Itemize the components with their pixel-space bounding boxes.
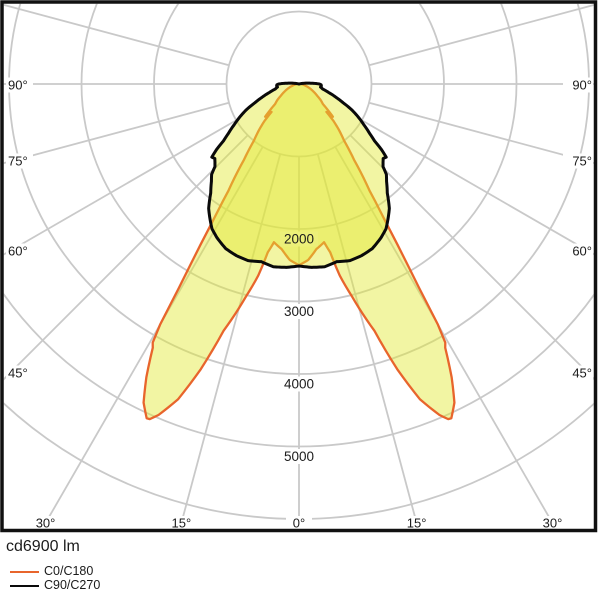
grid-spoke [349, 134, 594, 381]
angle-label-right: 75° [572, 154, 592, 169]
angle-label-bg [563, 153, 593, 169]
radial-label-bg [280, 449, 318, 464]
radial-label: 3000 [284, 304, 314, 319]
legend-entry-c0: C0/C180 [10, 565, 93, 578]
angle-label-bottom: 15° [407, 516, 427, 531]
angle-label-bg [563, 243, 593, 259]
angle-label-bg [32, 516, 59, 530]
radial-label: 2000 [284, 232, 314, 247]
polar-grid [3, 3, 594, 529]
angle-label-bottom: 0° [293, 516, 305, 531]
legend-entry-c90: C90/C270 [10, 579, 100, 592]
angle-label-left: 60° [8, 244, 28, 259]
grid-spoke [3, 101, 230, 165]
angle-label-right: 60° [572, 244, 592, 259]
angle-label-bg [539, 516, 566, 530]
angle-label-bg [563, 77, 593, 93]
angle-label-right: 90° [572, 78, 592, 93]
angle-label-bg [6, 153, 33, 169]
angle-label-bottom: 30° [36, 516, 56, 531]
angle-label-bottom: 30° [543, 516, 563, 531]
angle-label-left: 75° [8, 154, 28, 169]
angle-label-bg [6, 365, 33, 381]
radial-label-bg [280, 304, 318, 319]
grid-spoke [41, 146, 264, 529]
angle-label-bg [168, 516, 195, 530]
grid-spoke [3, 134, 249, 381]
angle-label-bg [563, 365, 593, 381]
grid-spoke [3, 119, 237, 256]
plot-border [0, 0, 598, 533]
angle-label-bg [403, 516, 430, 530]
grid-spoke [368, 4, 594, 67]
angle-label-bottom: 15° [172, 516, 192, 531]
radial-label-bg [280, 231, 318, 247]
grid-spoke [334, 146, 557, 529]
c90-c270-curve [207, 81, 391, 269]
angle-label-left: 90° [8, 78, 28, 93]
angle-label-right: 45° [572, 366, 592, 381]
grid-spoke [361, 119, 594, 256]
legend-label-c0: C0/C180 [44, 564, 94, 578]
angle-label-bg [6, 77, 33, 93]
c0-line-swatch [10, 570, 39, 573]
angle-label-bg [6, 243, 33, 259]
c90-line-swatch [10, 584, 39, 587]
radial-label: 5000 [284, 449, 314, 464]
radial-label: 4000 [284, 377, 314, 392]
polar-chart: 2000 3000 4000 5000 30° 15° 0° 15° 30° 90° 90° 75° 7… [0, 0, 598, 533]
chart-title: cd6900 lm [6, 538, 80, 555]
legend-label-c90: C90/C270 [44, 578, 101, 592]
angle-label-left: 45° [8, 366, 28, 381]
angle-label-bg [286, 516, 312, 530]
grid-spoke [316, 153, 420, 529]
radial-label-bg [280, 376, 318, 392]
grid-spoke [178, 153, 282, 529]
grid-spoke [368, 101, 594, 164]
grid-spoke [3, 3, 230, 67]
